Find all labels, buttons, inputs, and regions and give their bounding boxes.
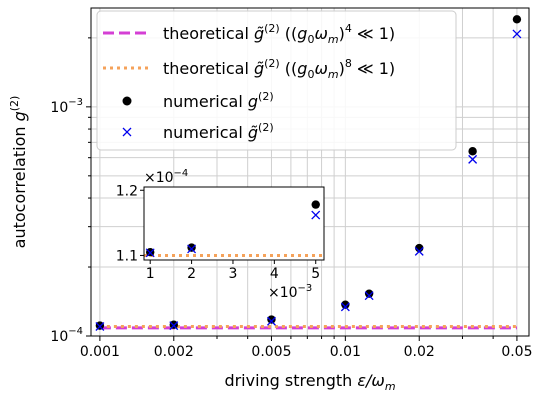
inset-chart: 1 2 3 4 5 1.1 1.2 ×10−4 ×10−3: [116, 168, 325, 301]
x-tick-label: 0.01: [330, 344, 361, 360]
legend-entry-theory-8: theoretical g̃(2) ((g0ωm)8 ≪ 1): [103, 57, 395, 81]
x-tick-label: 0.001: [80, 344, 120, 360]
inset-x-tick-label: 5: [311, 266, 320, 282]
legend-label-numerical-g2-tilde: numerical g̃(2): [163, 121, 274, 142]
data-point-g2-tilde: [266, 316, 276, 326]
legend-label-theory-8: theoretical g̃(2) ((g0ωm)8 ≪ 1): [163, 57, 395, 81]
data-point-g2: [267, 315, 276, 324]
data-point-g2: [341, 300, 350, 309]
legend-entry-numerical-g2: numerical g(2): [122, 90, 274, 111]
x-axis-label-var: ε/ω: [357, 371, 384, 390]
x-tick-label: 0.05: [501, 344, 532, 360]
data-point-g2-tilde: [512, 29, 522, 39]
legend-swatch-circle: [122, 96, 132, 106]
x-axis-label-text: driving strength: [224, 371, 357, 390]
inset-data-point-g2-tilde: [145, 248, 155, 258]
inset-x-tick-label: 3: [229, 266, 238, 282]
y-axis-label-text: autocorrelation: [10, 121, 29, 248]
x-axis-label-sub: m: [385, 380, 396, 393]
inset-axes-frame: [143, 186, 325, 261]
inset-x-tick-label: 4: [270, 266, 279, 282]
data-point-g2-tilde: [340, 302, 350, 312]
main-ticks: 0.001 0.002 0.005 0.01 0.02 0.05 10−4 10−3: [50, 37, 533, 360]
legend-label-numerical-g2: numerical g(2): [163, 90, 274, 111]
legend-entry-numerical-g2-tilde: numerical g̃(2): [122, 121, 274, 142]
data-point-g2-tilde: [414, 246, 424, 256]
main-plot-area: [95, 15, 522, 331]
legend-label-theory-4: theoretical g̃(2) ((g0ωm)4 ≪ 1): [163, 22, 395, 46]
x-axis-label: driving strength ε/ωm: [224, 371, 395, 393]
data-point-g2-tilde: [468, 154, 478, 164]
x-tick-label: 0.02: [404, 344, 435, 360]
main-axes-frame: [90, 7, 530, 337]
inset-data-point-g2-tilde: [187, 244, 197, 254]
inset-x-offset: ×10−3: [268, 283, 312, 301]
inset-background: [144, 187, 324, 260]
y-axis-label-var: g: [10, 111, 29, 121]
data-point-g2-tilde: [169, 321, 179, 331]
inset-y-tick-label: 1.2: [116, 183, 138, 199]
inset-y-offset: ×10−4: [144, 168, 188, 186]
inset-plot-area: [144, 200, 324, 258]
data-point-g2: [468, 147, 477, 156]
inset-data-point-g2: [187, 243, 196, 252]
inset-x-tick-label: 2: [187, 266, 196, 282]
y-tick-label: 10−3: [50, 97, 83, 116]
legend-swatch-x: [122, 127, 132, 137]
legend-entry-theory-4: theoretical g̃(2) ((g0ωm)4 ≪ 1): [103, 22, 395, 46]
inset-data-point-g2: [311, 200, 320, 209]
legend: theoretical g̃(2) ((g0ωm)4 ≪ 1) theoreti…: [96, 10, 457, 151]
inset-data-point-g2-tilde: [311, 210, 321, 220]
x-tick-label: 0.005: [251, 344, 291, 360]
data-point-g2-tilde: [364, 291, 374, 301]
y-axis-label: autocorrelation g(2): [8, 96, 29, 249]
legend-box: [96, 10, 457, 151]
y-tick-label: 10−4: [50, 326, 83, 345]
inset-ticks: 1 2 3 4 5 1.1 1.2: [116, 183, 320, 282]
inset-y-tick-label: 1.1: [116, 248, 138, 264]
y-axis-label-sup: (2): [8, 96, 21, 112]
x-tick-label: 0.002: [154, 344, 194, 360]
inset-x-tick-label: 1: [146, 266, 155, 282]
data-point-g2: [512, 15, 522, 24]
data-point-g2: [364, 289, 374, 298]
data-point-g2-tilde: [95, 322, 105, 331]
